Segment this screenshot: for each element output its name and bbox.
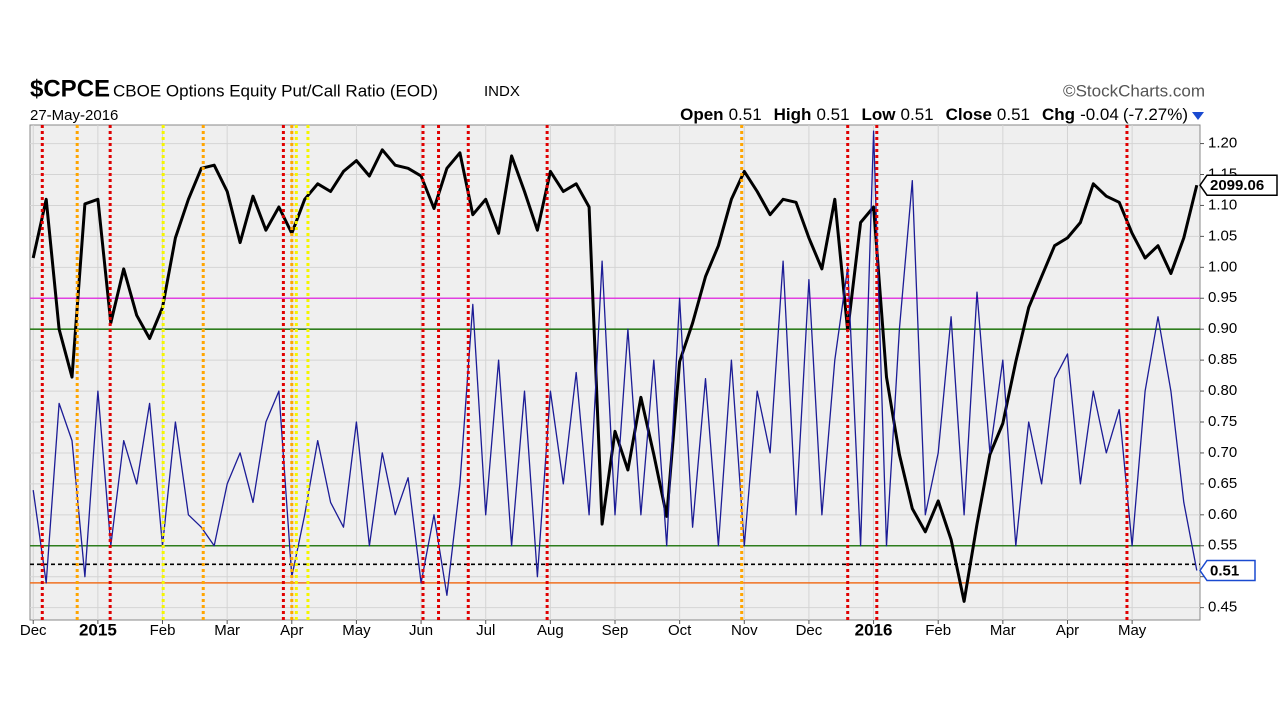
quote-value: 0.51: [997, 105, 1030, 124]
y-tick-label: 0.70: [1208, 444, 1237, 461]
x-tick-label: Apr: [280, 622, 303, 639]
y-tick-label: 0.85: [1208, 351, 1237, 368]
y-tick-label: 0.60: [1208, 506, 1237, 523]
last-value-tag: [1199, 174, 1278, 196]
y-tick-label: 0.95: [1208, 289, 1237, 306]
y-tick-label: 0.90: [1208, 320, 1237, 337]
x-tick-label: 2015: [79, 620, 117, 639]
x-tick-label: Dec: [796, 622, 823, 639]
y-tick-label: 1.20: [1208, 135, 1237, 152]
y-tick-label: 0.55: [1208, 537, 1237, 554]
symbol: $CPCE: [30, 75, 110, 102]
source: ©StockCharts.com: [1063, 81, 1205, 100]
date: 27-May-2016: [30, 107, 118, 124]
x-tick-label: Nov: [731, 622, 758, 639]
change-arrow: [1192, 112, 1204, 120]
x-tick-label: Feb: [150, 622, 176, 639]
quote-pct: (-7.27%): [1123, 105, 1188, 124]
y-tick-label: 1.05: [1208, 227, 1237, 244]
quote-label: Close: [946, 105, 992, 124]
x-tick-label: Aug: [537, 622, 564, 639]
quote-value: 0.51: [729, 105, 762, 124]
quote-label: High: [774, 105, 812, 124]
x-tick-label: Jun: [409, 622, 433, 639]
quote-label: Open: [680, 105, 723, 124]
last-value-label: 0.51: [1210, 562, 1239, 579]
x-tick-label: Jul: [476, 622, 495, 639]
quote-value: -0.04: [1080, 105, 1119, 124]
x-tick-label: Oct: [668, 622, 692, 639]
last-value-tag: [1199, 559, 1256, 582]
quote: Open 0.51 High 0.51 Low 0.51 Close 0.51 Chg -0.04…: [680, 105, 1188, 124]
x-tick-label: Feb: [925, 622, 951, 639]
x-tick-label: May: [1118, 622, 1147, 639]
exchange: INDX: [484, 83, 520, 100]
x-tick-label: 2016: [855, 620, 893, 639]
quote-label: Low: [862, 105, 897, 124]
y-tick-label: 1.10: [1208, 196, 1237, 213]
x-tick-label: May: [342, 622, 371, 639]
y-tick-label: 0.45: [1208, 599, 1237, 616]
series-line: [31, 148, 1199, 603]
quote-value: 0.51: [901, 105, 934, 124]
quote-label: Chg: [1042, 105, 1075, 124]
x-tick-label: Mar: [214, 622, 240, 639]
y-tick-label: 0.75: [1208, 413, 1237, 430]
x-tick-label: Mar: [990, 622, 1016, 639]
quote-value: 0.51: [816, 105, 849, 124]
x-tick-label: Apr: [1056, 622, 1079, 639]
x-tick-label: Dec: [20, 622, 47, 639]
x-tick-label: Sep: [602, 622, 629, 639]
y-tick-label: 0.80: [1208, 382, 1237, 399]
y-tick-label: 0.65: [1208, 475, 1237, 492]
last-value-label: 2099.06: [1210, 177, 1264, 194]
series-line: [32, 130, 1198, 596]
chart-title: CBOE Options Equity Put/Call Ratio (EOD): [113, 81, 438, 100]
y-tick-label: 1.00: [1208, 258, 1237, 275]
